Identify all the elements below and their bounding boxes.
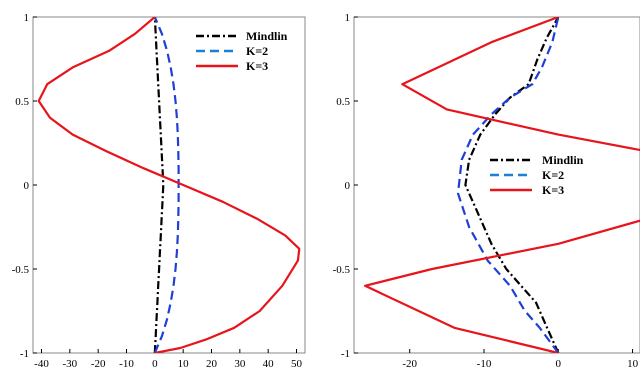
series-line-mindlin [153, 17, 165, 353]
x-tick-label: -20 [402, 358, 417, 370]
y-tick-label: 0.5 [15, 96, 29, 108]
x-tick-label: -30 [62, 358, 77, 370]
x-tick-label: 50 [291, 358, 303, 370]
x-tick-label: 10 [627, 358, 639, 370]
x-tick-label: 30 [234, 358, 246, 370]
legend-label: K=3 [542, 183, 564, 197]
x-tick-label: 40 [263, 358, 275, 370]
y-tick-label: 0 [24, 180, 30, 192]
y-tick-label: -0.5 [12, 264, 30, 276]
y-tick-label: 1 [345, 12, 351, 24]
x-tick-label: 20 [206, 358, 218, 370]
x-tick-label: 10 [178, 358, 190, 370]
legend-label: Mindlin [246, 29, 288, 43]
plot-frame [353, 16, 640, 354]
legend-label: K=2 [246, 44, 268, 58]
series-line-k3 [364, 17, 640, 353]
x-tick-label: -20 [91, 358, 106, 370]
x-tick-label: -10 [477, 358, 492, 370]
y-tick-label: -1 [20, 348, 29, 360]
x-tick-label: -40 [34, 358, 49, 370]
plot-panel-1: -40 -30 -20 -10 0 10 20 30 40 50 -1 -0.5 0 0.5 1 Mindli… [12, 12, 306, 370]
legend-label: K=2 [542, 168, 564, 182]
y-tick-label: 0.5 [336, 96, 350, 108]
legend-label: Mindlin [542, 153, 584, 167]
legend-label: K=3 [246, 59, 268, 73]
series-line-mindlin [464, 17, 560, 353]
x-tick-label: -10 [119, 358, 134, 370]
y-tick-label: -0.5 [333, 264, 351, 276]
y-tick-label: 0 [345, 180, 351, 192]
x-tick-label: 0 [152, 358, 158, 370]
y-tick-label: -1 [341, 348, 350, 360]
series-line-k2 [456, 17, 560, 353]
series-line-k2 [153, 17, 180, 353]
y-tick-label: 1 [24, 12, 30, 24]
series-line-k3 [37, 17, 301, 353]
x-tick-label: 0 [556, 358, 562, 370]
